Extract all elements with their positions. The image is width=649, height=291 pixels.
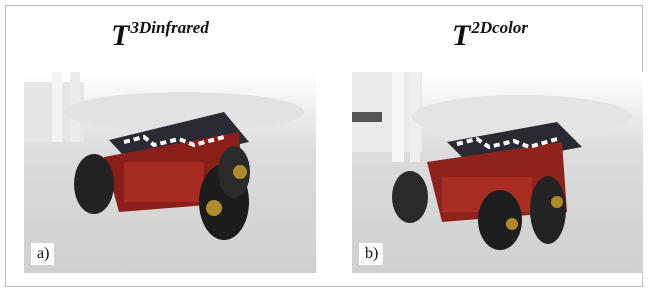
- panel-label: a): [31, 243, 54, 265]
- point-cloud-image: [24, 72, 316, 273]
- page: T3Dinfrared T2Dcolor a) b) (() => { cons…: [0, 0, 649, 291]
- title-superscript: 2Dcolor: [471, 18, 528, 37]
- point-cloud-image: [352, 72, 643, 273]
- panel-label: b): [359, 243, 383, 265]
- panel-title: T3Dinfrared: [111, 18, 209, 53]
- panel-title: T2Dcolor: [452, 18, 528, 53]
- title-base: T: [452, 19, 470, 52]
- title-superscript: 3Dinfrared: [130, 18, 208, 37]
- title-base: T: [111, 19, 129, 52]
